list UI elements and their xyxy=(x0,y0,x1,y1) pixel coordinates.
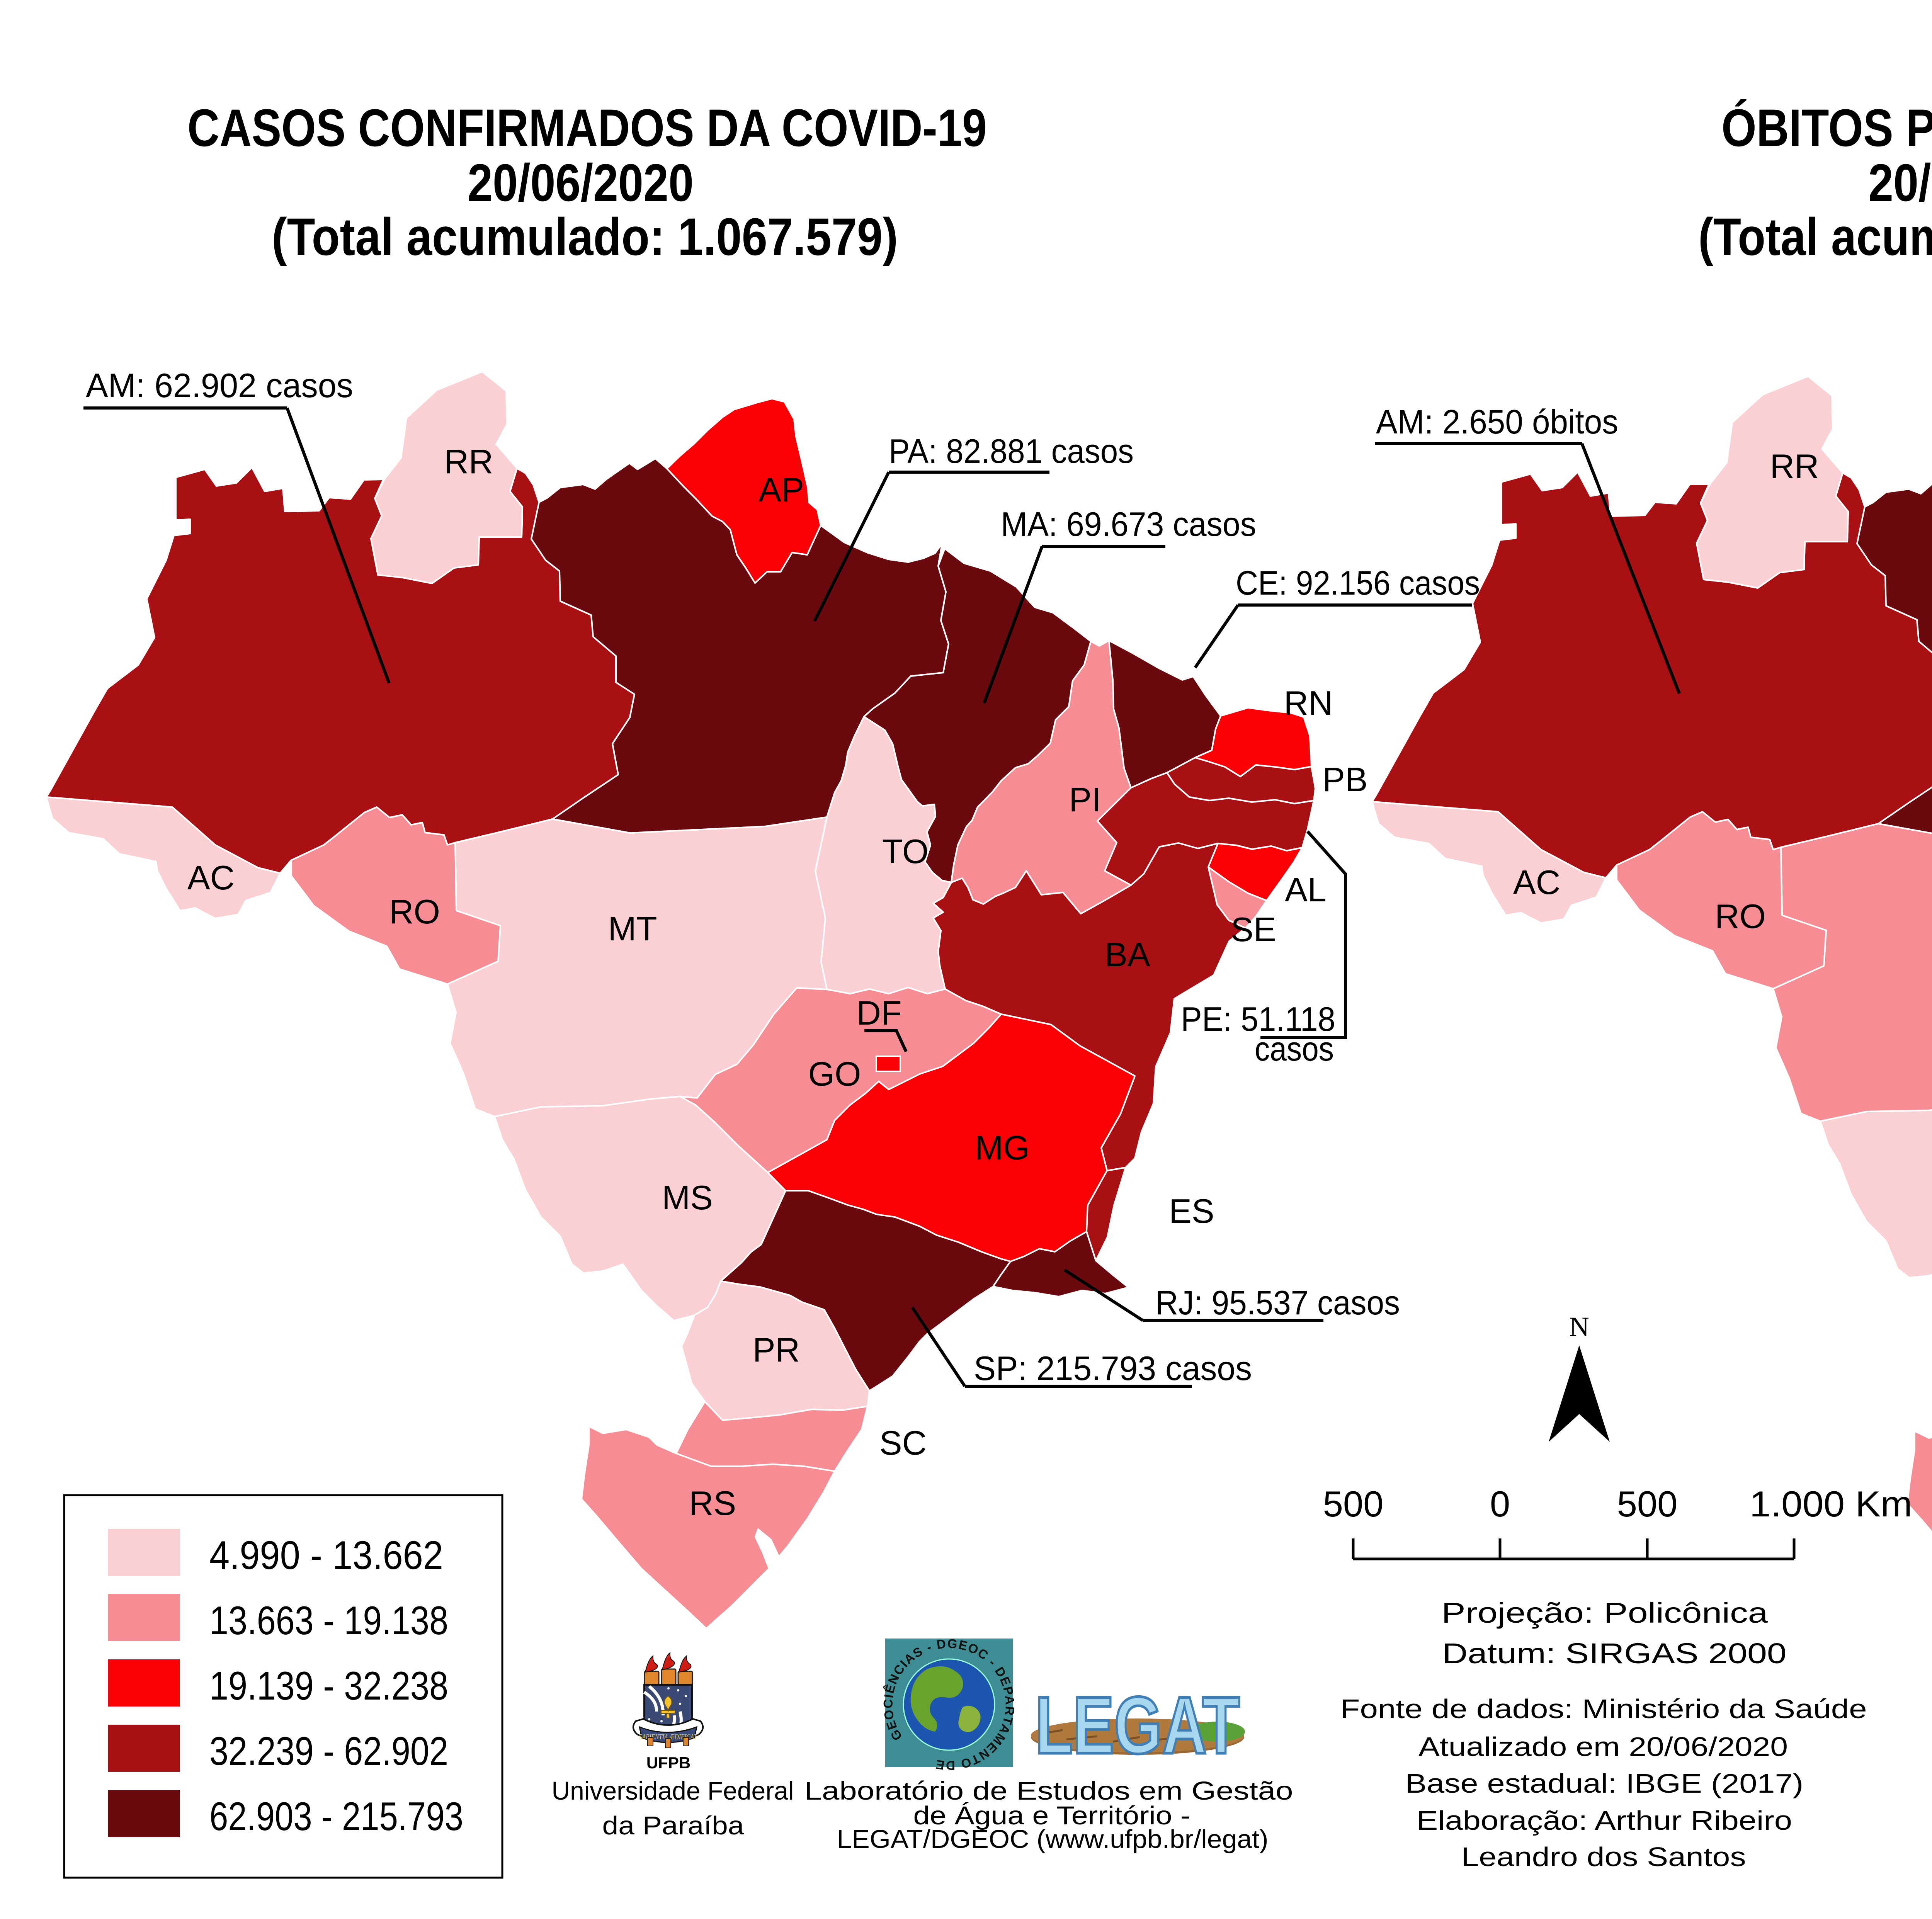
svg-text:AC: AC xyxy=(187,858,235,897)
svg-text:SC: SC xyxy=(879,1424,927,1462)
svg-text:Projeção: Policônica: Projeção: Policônica xyxy=(1442,1597,1769,1629)
svg-text:AM: 2.650 óbitos: AM: 2.650 óbitos xyxy=(1376,403,1618,441)
svg-text:Leandro dos Santos: Leandro dos Santos xyxy=(1461,1842,1746,1872)
svg-text:DF: DF xyxy=(856,994,901,1032)
svg-text:(Total acumulado: 49.976): (Total acumulado: 49.976) xyxy=(1698,207,1932,267)
svg-text:AC: AC xyxy=(1513,863,1560,901)
svg-text:RR: RR xyxy=(444,442,493,481)
svg-text:500: 500 xyxy=(1617,1484,1678,1524)
svg-text:RS: RS xyxy=(689,1484,736,1522)
svg-text:1.000 Km: 1.000 Km xyxy=(1750,1484,1912,1524)
svg-text:Base estadual: IBGE (2017): Base estadual: IBGE (2017) xyxy=(1405,1768,1803,1798)
svg-text:4.990 - 13.662: 4.990 - 13.662 xyxy=(209,1533,443,1578)
svg-text:MS: MS xyxy=(662,1178,713,1217)
svg-text:casos: casos xyxy=(1255,1030,1334,1068)
svg-text:RO: RO xyxy=(1715,897,1766,935)
svg-text:Universidade Federal: Universidade Federal xyxy=(552,1776,794,1805)
svg-text:Laboratório de Estudos em Gest: Laboratório de Estudos em Gestão xyxy=(804,1776,1293,1805)
svg-text:da Paraíba: da Paraíba xyxy=(602,1811,745,1840)
svg-text:PB: PB xyxy=(1322,760,1367,799)
svg-text:PR: PR xyxy=(753,1331,800,1369)
svg-text:20/06/2020: 20/06/2020 xyxy=(1868,153,1932,212)
svg-text:AM: 62.902 casos: AM: 62.902 casos xyxy=(86,366,353,405)
svg-text:32.239 - 62.902: 32.239 - 62.902 xyxy=(209,1729,448,1774)
svg-text:ÓBITOS POR COVID-19: ÓBITOS POR COVID-19 xyxy=(1721,99,1932,158)
svg-text:13.663 - 19.138: 13.663 - 19.138 xyxy=(209,1598,448,1643)
svg-text:PI: PI xyxy=(1069,780,1101,819)
svg-text:RR: RR xyxy=(1770,447,1819,485)
svg-text:RN: RN xyxy=(1284,684,1333,722)
svg-text:SP: 215.793 casos: SP: 215.793 casos xyxy=(974,1349,1252,1387)
svg-text:AP: AP xyxy=(759,471,804,509)
svg-text:ES: ES xyxy=(1169,1192,1214,1230)
svg-text:20/06/2020: 20/06/2020 xyxy=(468,153,694,212)
svg-text:CE: 92.156 casos: CE: 92.156 casos xyxy=(1236,564,1480,602)
svg-text:MG: MG xyxy=(975,1129,1030,1167)
svg-text:N: N xyxy=(1569,1311,1589,1342)
svg-text:Atualizado em 20/06/2020: Atualizado em 20/06/2020 xyxy=(1418,1732,1788,1762)
svg-text:CASOS CONFIRMADOS DA COVID-19: CASOS CONFIRMADOS DA COVID-19 xyxy=(187,99,987,158)
svg-text:LEGAT: LEGAT xyxy=(1035,1680,1240,1771)
svg-text:RO: RO xyxy=(389,892,440,931)
svg-text:Elaboração: Arthur Ribeiro: Elaboração: Arthur Ribeiro xyxy=(1417,1805,1792,1836)
svg-text:62.903 - 215.793: 62.903 - 215.793 xyxy=(209,1794,463,1839)
svg-text:MA: 69.673 casos: MA: 69.673 casos xyxy=(1001,505,1256,543)
svg-text:UFPB: UFPB xyxy=(646,1754,690,1772)
svg-text:0: 0 xyxy=(1490,1484,1510,1524)
svg-text:BA: BA xyxy=(1105,935,1150,974)
svg-text:Fonte de dados: Ministério da: Fonte de dados: Ministério da Saúde xyxy=(1340,1694,1867,1724)
svg-text:19.139 - 32.238: 19.139 - 32.238 xyxy=(209,1664,448,1708)
svg-text:(Total acumulado: 1.067.579): (Total acumulado: 1.067.579) xyxy=(272,207,898,267)
svg-text:MT: MT xyxy=(608,909,657,948)
svg-text:TO: TO xyxy=(882,832,929,870)
svg-text:Datum: SIRGAS 2000: Datum: SIRGAS 2000 xyxy=(1442,1637,1787,1669)
svg-text:500: 500 xyxy=(1323,1484,1384,1524)
svg-text:SE: SE xyxy=(1231,910,1276,948)
svg-text:PE: 51.118: PE: 51.118 xyxy=(1181,1000,1335,1038)
svg-text:GO: GO xyxy=(808,1055,861,1093)
svg-text:PA: 82.881 casos: PA: 82.881 casos xyxy=(889,432,1134,470)
svg-text:RJ: 95.537 casos: RJ: 95.537 casos xyxy=(1155,1283,1400,1322)
svg-text:de Água e Território -: de Água e Território - xyxy=(913,1801,1190,1830)
svg-text:AL: AL xyxy=(1285,870,1327,909)
svg-text:LEGAT/DGEOC (www.ufpb.br/legat: LEGAT/DGEOC (www.ufpb.br/legat) xyxy=(837,1825,1269,1854)
